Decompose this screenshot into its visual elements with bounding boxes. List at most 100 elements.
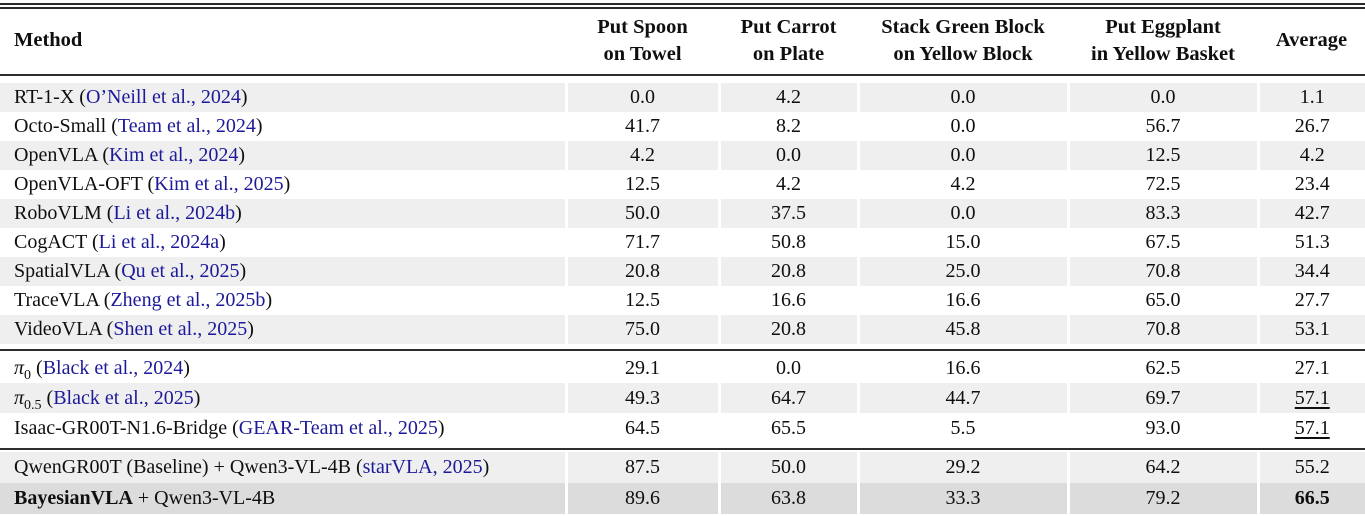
score-value: 23.4 [1294,173,1330,195]
method-name-text: QwenGR00T (Baseline) + Qwen3-VL-4B ( [14,456,363,478]
score-value-cell: 0.0 [717,141,858,170]
score-value: 26.7 [1294,115,1330,137]
method-name-text: ) [193,386,201,409]
average-value-cell: 1.1 [1256,83,1365,112]
score-value-cell: 79.2 [1066,483,1258,514]
average-value-cell: 57.1 [1256,383,1365,413]
citation-link[interactable]: Team et al., 2024 [117,115,256,137]
score-value: 79.2 [1145,487,1181,509]
score-value-cell: 20.8 [564,257,719,286]
method-name-text: ) [437,416,445,439]
column-header-average: Average [1258,9,1365,73]
score-value: 12.5 [625,173,660,195]
score-value: 1.1 [1299,86,1325,108]
score-value: 0.0 [776,356,801,379]
score-value: 20.8 [771,260,806,282]
method-name-text: OpenVLA-OFT ( [14,173,155,195]
score-value-cell: 37.5 [717,199,858,228]
method-name-text: RoboVLM ( [14,202,114,224]
table-row: Octo-Small (Team et al., 2024) 41.7 8.2 0.0… [0,112,1365,141]
method-cell: BayesianVLA + Qwen3-VL-4B [0,483,566,514]
citation-link[interactable]: Shen et al., 2025 [113,318,248,340]
score-value-cell: 44.7 [856,383,1068,413]
score-value-cell: 15.0 [856,228,1068,257]
score-value: 51.3 [1294,231,1330,253]
score-value: 70.8 [1145,318,1181,340]
score-value-cell: 71.7 [564,228,719,257]
column-header-line: on Towel [603,43,682,65]
score-value-cell: 69.7 [1066,383,1258,413]
method-cell: OpenVLA-OFT (Kim et al., 2025) [0,170,566,199]
citation-link[interactable]: GEAR-Team et al., 2025 [238,416,438,439]
score-value: 89.6 [625,487,660,509]
score-value: 72.5 [1145,173,1181,195]
score-value: 16.6 [945,356,981,379]
score-value-cell: 12.5 [1066,141,1258,170]
method-name-text: ) [240,86,248,108]
method-cell: π0 (Black et al., 2024) [0,353,566,383]
column-header-put-eggplant-in-yellow-basket: Put Eggplant in Yellow Basket [1068,9,1258,73]
score-value: 69.7 [1145,386,1181,409]
score-value: 71.7 [625,231,660,253]
method-cell: CogACT (Li et al., 2024a) [0,228,566,257]
score-value: 41.7 [625,115,660,137]
score-value: 62.5 [1145,356,1181,379]
citation-link[interactable]: Kim et al., 2024 [108,144,239,166]
score-value: 34.4 [1294,260,1330,282]
score-value: 64.7 [771,386,806,409]
method-name-text: ) [247,318,254,340]
citation-link[interactable]: O’Neill et al., 2024 [85,86,241,108]
score-value: 56.7 [1145,115,1181,137]
score-value-cell: 0.0 [856,83,1068,112]
score-value: 12.5 [625,289,660,311]
score-value: 55.2 [1294,456,1330,478]
table-row: RT-1-X (O’Neill et al., 2024) 0.0 4.2 0.0 0.… [0,83,1365,112]
citation-link[interactable]: Black et al., 2024 [42,356,184,379]
method-name-text: ) [219,231,226,253]
top-double-rule [0,3,1365,9]
citation-link[interactable]: Zheng et al., 2025b [110,289,266,311]
score-value-cell: 8.2 [717,112,858,141]
column-header-stack-green-block-on-yellow-block: Stack Green Block on Yellow Block [858,9,1068,73]
method-name-text: ) [235,202,242,224]
score-value-cell: 16.6 [856,353,1068,383]
citation-link[interactable]: Qu et al., 2025 [121,260,240,282]
score-value: 4.2 [776,86,801,108]
method-name-text: OpenVLA ( [14,144,109,166]
score-value: 4.2 [630,144,655,166]
method-name-text: ) [238,144,246,166]
average-value-cell: 55.2 [1256,452,1365,483]
score-value-cell: 16.6 [856,286,1068,315]
table-row: π0 (Black et al., 2024) 29.1 0.0 16.6 62.5 27… [0,353,1365,383]
score-value: 29.1 [625,356,660,379]
score-value-cell: 63.8 [717,483,858,514]
citation-link[interactable]: starVLA, 2025 [362,456,483,478]
score-value-cell: 70.8 [1066,315,1258,344]
score-value-cell: 50.0 [564,199,719,228]
score-value: 65.5 [771,416,806,439]
score-value-cell: 0.0 [856,112,1068,141]
citation-link[interactable]: Li et al., 2024a [98,231,220,253]
column-header-method: Method [0,9,566,73]
average-value-cell: 27.7 [1256,286,1365,315]
score-value: 29.2 [945,456,981,478]
score-value: 25.0 [945,260,981,282]
column-header-line: Put Spoon [597,15,688,38]
score-value-cell: 25.0 [856,257,1068,286]
table-header: Method Put Spoon on Towel Put Carrot on Plat… [0,9,1365,73]
citation-link[interactable]: Li et al., 2024b [113,202,236,224]
method-cell: RoboVLM (Li et al., 2024b) [0,199,566,228]
score-value-cell: 20.8 [717,315,858,344]
method-name-text: 0 [24,367,32,383]
score-value-cell: 0.0 [1066,83,1258,112]
score-value-cell: 70.8 [1066,257,1258,286]
method-cell: π0.5 (Black et al., 2025) [0,383,566,413]
column-header-line: Put Eggplant [1105,15,1221,38]
score-value-cell: 0.0 [856,199,1068,228]
score-value-cell: 12.5 [564,170,719,199]
score-value: 0.0 [950,86,976,108]
citation-link[interactable]: Black et al., 2025 [53,386,194,409]
score-value-cell: 83.3 [1066,199,1258,228]
citation-link[interactable]: Kim et al., 2025 [154,173,284,195]
method-name-text: ( [31,356,43,379]
